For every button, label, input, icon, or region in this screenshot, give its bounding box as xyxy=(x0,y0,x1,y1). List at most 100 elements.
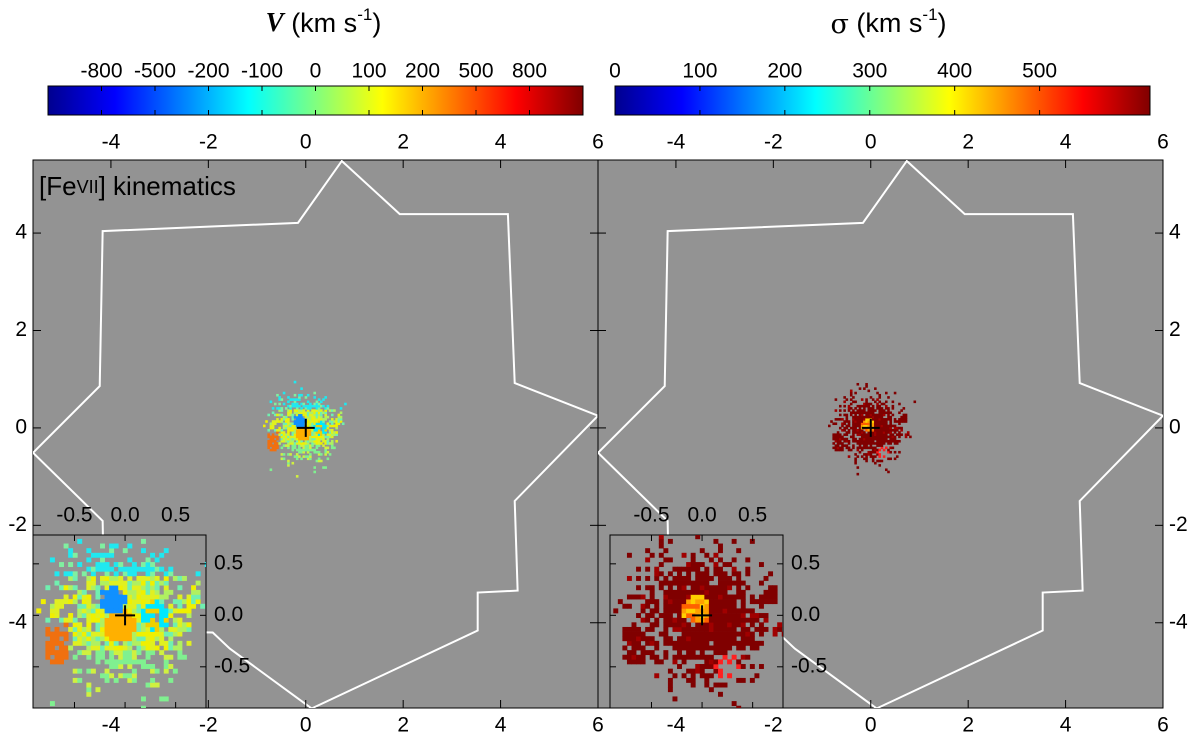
spaxel xyxy=(736,622,742,628)
spaxel xyxy=(159,640,165,646)
spaxel xyxy=(287,431,290,434)
spaxel xyxy=(871,435,875,439)
spaxel xyxy=(708,631,714,637)
spaxel xyxy=(681,585,687,591)
spaxel xyxy=(749,594,755,600)
spaxel xyxy=(763,589,769,595)
spaxel xyxy=(113,659,119,665)
spaxel xyxy=(731,622,737,628)
x-tick-label: -4 xyxy=(667,714,686,737)
spaxel xyxy=(104,659,110,665)
spaxel xyxy=(865,429,868,432)
spaxel xyxy=(708,645,714,651)
spaxel xyxy=(287,429,290,432)
spaxel xyxy=(322,433,325,436)
spaxel xyxy=(704,566,710,572)
spaxel xyxy=(900,418,903,421)
spaxel xyxy=(72,585,78,591)
spaxel xyxy=(893,426,897,430)
colorbar-tick-label: 800 xyxy=(512,60,547,83)
spaxel xyxy=(330,433,334,436)
spaxel xyxy=(168,640,174,646)
spaxel xyxy=(708,659,714,665)
spaxel xyxy=(740,636,746,642)
spaxel xyxy=(708,557,714,563)
spaxel xyxy=(727,640,733,646)
spaxel xyxy=(704,682,710,688)
spaxel xyxy=(163,613,169,618)
spaxel xyxy=(902,407,906,410)
spaxel xyxy=(869,439,873,443)
spaxel xyxy=(758,594,764,600)
spaxel xyxy=(141,631,146,637)
spaxel xyxy=(302,404,306,408)
spaxel xyxy=(900,420,903,423)
spaxel xyxy=(95,608,101,614)
spaxel xyxy=(315,433,319,436)
spaxel xyxy=(131,659,137,665)
spaxel xyxy=(63,571,69,577)
spaxel xyxy=(865,424,868,428)
spaxel xyxy=(704,608,710,614)
spaxel xyxy=(86,668,92,674)
spaxel xyxy=(677,589,682,595)
spaxel xyxy=(122,650,128,656)
spaxel xyxy=(86,645,92,651)
spaxel xyxy=(324,453,327,456)
spaxel xyxy=(695,562,701,568)
spaxel xyxy=(104,677,110,683)
spaxel xyxy=(841,435,844,439)
spaxel xyxy=(145,654,151,660)
spaxel xyxy=(311,442,314,445)
spaxel xyxy=(86,613,92,618)
spaxel xyxy=(145,608,151,614)
spaxel xyxy=(90,636,96,642)
spaxel xyxy=(127,631,133,637)
spaxel xyxy=(858,387,862,390)
spaxel xyxy=(893,431,897,434)
spaxel xyxy=(313,422,317,426)
spaxel xyxy=(713,599,719,605)
spaxel xyxy=(136,631,142,637)
spaxel xyxy=(754,617,760,623)
spaxel xyxy=(54,608,60,614)
spaxel xyxy=(141,608,146,614)
spaxel xyxy=(86,682,92,688)
spaxel xyxy=(306,435,310,439)
spaxel xyxy=(309,437,312,441)
spaxel xyxy=(177,594,183,600)
spaxel xyxy=(109,640,115,646)
spaxel xyxy=(704,640,710,646)
spaxel xyxy=(869,415,873,419)
spaxel xyxy=(136,622,142,628)
spaxel xyxy=(311,415,314,419)
spaxel xyxy=(271,444,275,447)
spaxel xyxy=(885,435,888,439)
spaxel xyxy=(278,426,281,430)
spaxel xyxy=(681,566,687,572)
spaxel xyxy=(118,650,124,656)
spaxel xyxy=(880,422,884,426)
spaxel xyxy=(154,557,160,563)
spaxel xyxy=(302,413,306,417)
spaxel xyxy=(49,603,55,609)
spaxel xyxy=(59,659,64,665)
spaxel xyxy=(59,599,64,605)
spaxel xyxy=(645,585,651,591)
spaxel xyxy=(658,543,664,549)
spaxel xyxy=(109,548,115,554)
spaxel xyxy=(95,631,101,637)
spaxel xyxy=(867,433,871,436)
spaxel xyxy=(90,566,96,572)
spaxel xyxy=(293,435,297,439)
spaxel xyxy=(695,668,701,674)
spaxel xyxy=(865,415,868,419)
spaxel xyxy=(740,626,746,632)
spaxel xyxy=(163,617,169,623)
spaxel xyxy=(293,398,297,401)
spaxel xyxy=(754,640,760,646)
spaxel xyxy=(649,589,655,595)
spaxel xyxy=(273,448,277,452)
spaxel xyxy=(322,444,325,447)
spaxel xyxy=(127,594,133,600)
